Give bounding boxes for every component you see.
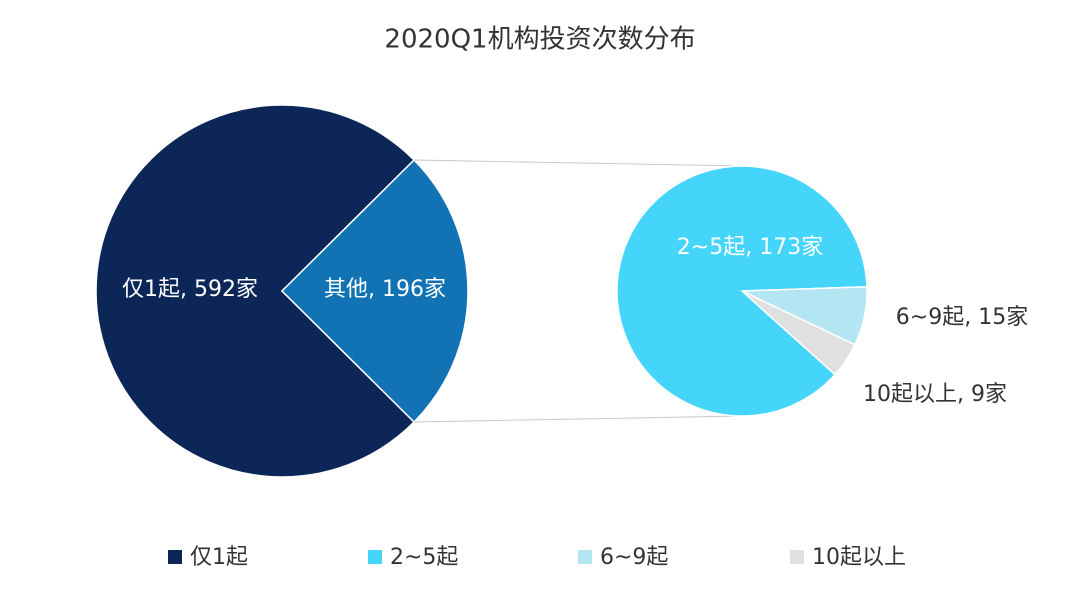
connector-line [414,159,743,167]
data-label: 10起以上, 9家 [863,382,1007,407]
connector-line [414,415,743,423]
legend-label: 10起以上 [812,545,906,570]
data-label: 其他, 196家 [324,277,446,302]
legend-label: 仅1起 [190,545,248,570]
legend-swatch [578,550,592,564]
legend-swatch [790,550,804,564]
data-label: 6~9起, 15家 [896,305,1028,330]
data-label: 2~5起, 173家 [677,235,823,260]
legend-swatch [368,550,382,564]
chart-title: 2020Q1机构投资次数分布 [384,25,695,55]
pie-slice [95,104,416,478]
data-label: 仅1起, 592家 [122,277,258,302]
pie-slice [280,158,469,424]
legend-label: 6~9起 [600,545,668,570]
pie-slice [741,290,856,376]
legend-label: 2~5起 [390,545,458,570]
legend-swatch [168,550,182,564]
